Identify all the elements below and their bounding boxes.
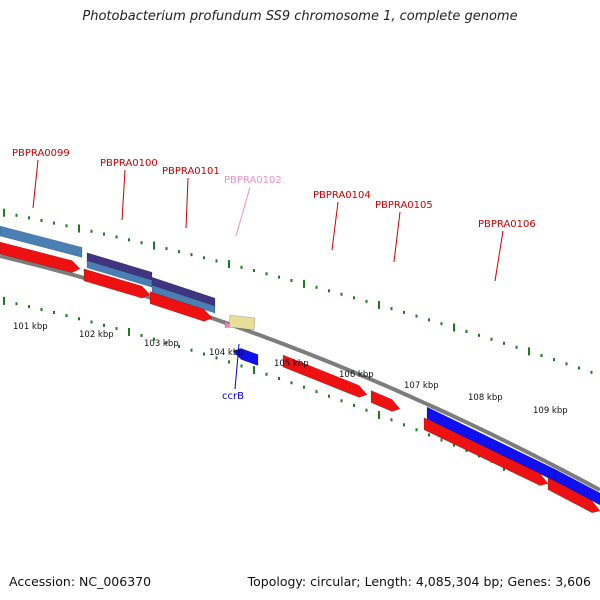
kbp-label: 101 kbp bbox=[13, 322, 48, 332]
kbp-label: 105 kbp bbox=[274, 359, 309, 369]
gene-label: PBPRA0104 bbox=[313, 190, 371, 201]
accession-text: Accession: NC_006370 bbox=[9, 574, 152, 589]
label-leader-line bbox=[32, 159, 39, 209]
gene-label: PBPRA0106 bbox=[478, 219, 536, 230]
feature-bar-blue bbox=[151, 284, 216, 314]
cds-arrow bbox=[282, 354, 368, 398]
cds-arrow bbox=[370, 389, 401, 412]
cds-arrow bbox=[423, 417, 549, 486]
cds-arrow bbox=[149, 291, 213, 322]
map-title: Photobacterium profundum SS9 chromosome … bbox=[82, 9, 518, 24]
label-leader-line bbox=[185, 177, 189, 229]
kbp-label: 103 kbp bbox=[144, 339, 179, 349]
genome-summary: Topology: circular; Length: 4,085,304 bp… bbox=[247, 574, 591, 589]
label-leader-line bbox=[121, 169, 126, 221]
cds-arrow bbox=[0, 241, 81, 273]
kbp-label: 102 kbp bbox=[79, 330, 114, 340]
kbp-label: 109 kbp bbox=[533, 406, 568, 416]
gene-label: PBPRA0102 bbox=[224, 175, 282, 186]
gene-label: PBPRA0105 bbox=[375, 200, 433, 211]
kbp-label: 104 kbp bbox=[209, 348, 244, 358]
gene-label: PBPRA0101 bbox=[162, 166, 220, 177]
label-leader-line bbox=[234, 343, 240, 390]
gene-label: PBPRA0100 bbox=[100, 158, 158, 169]
feature-bar-blue bbox=[0, 225, 83, 258]
cds-arrow bbox=[547, 477, 600, 514]
feature-box-khaki bbox=[228, 314, 256, 331]
kbp-label: 108 kbp bbox=[468, 393, 503, 403]
gene-label: PBPRA0099 bbox=[12, 148, 70, 159]
cds-bar-blue bbox=[426, 406, 556, 482]
cds-arrow bbox=[83, 268, 151, 299]
kbp-label: 107 kbp bbox=[404, 381, 439, 391]
label-leader-line bbox=[494, 230, 504, 282]
label-leader-line bbox=[331, 201, 339, 251]
cds-bar-blue bbox=[554, 468, 600, 506]
kbp-label: 106 kbp bbox=[339, 370, 374, 380]
label-leader-line bbox=[235, 186, 251, 237]
cds-arrow-ccrb bbox=[232, 348, 259, 366]
gene-label: ccrB bbox=[222, 391, 244, 402]
label-leader-line bbox=[393, 211, 401, 263]
